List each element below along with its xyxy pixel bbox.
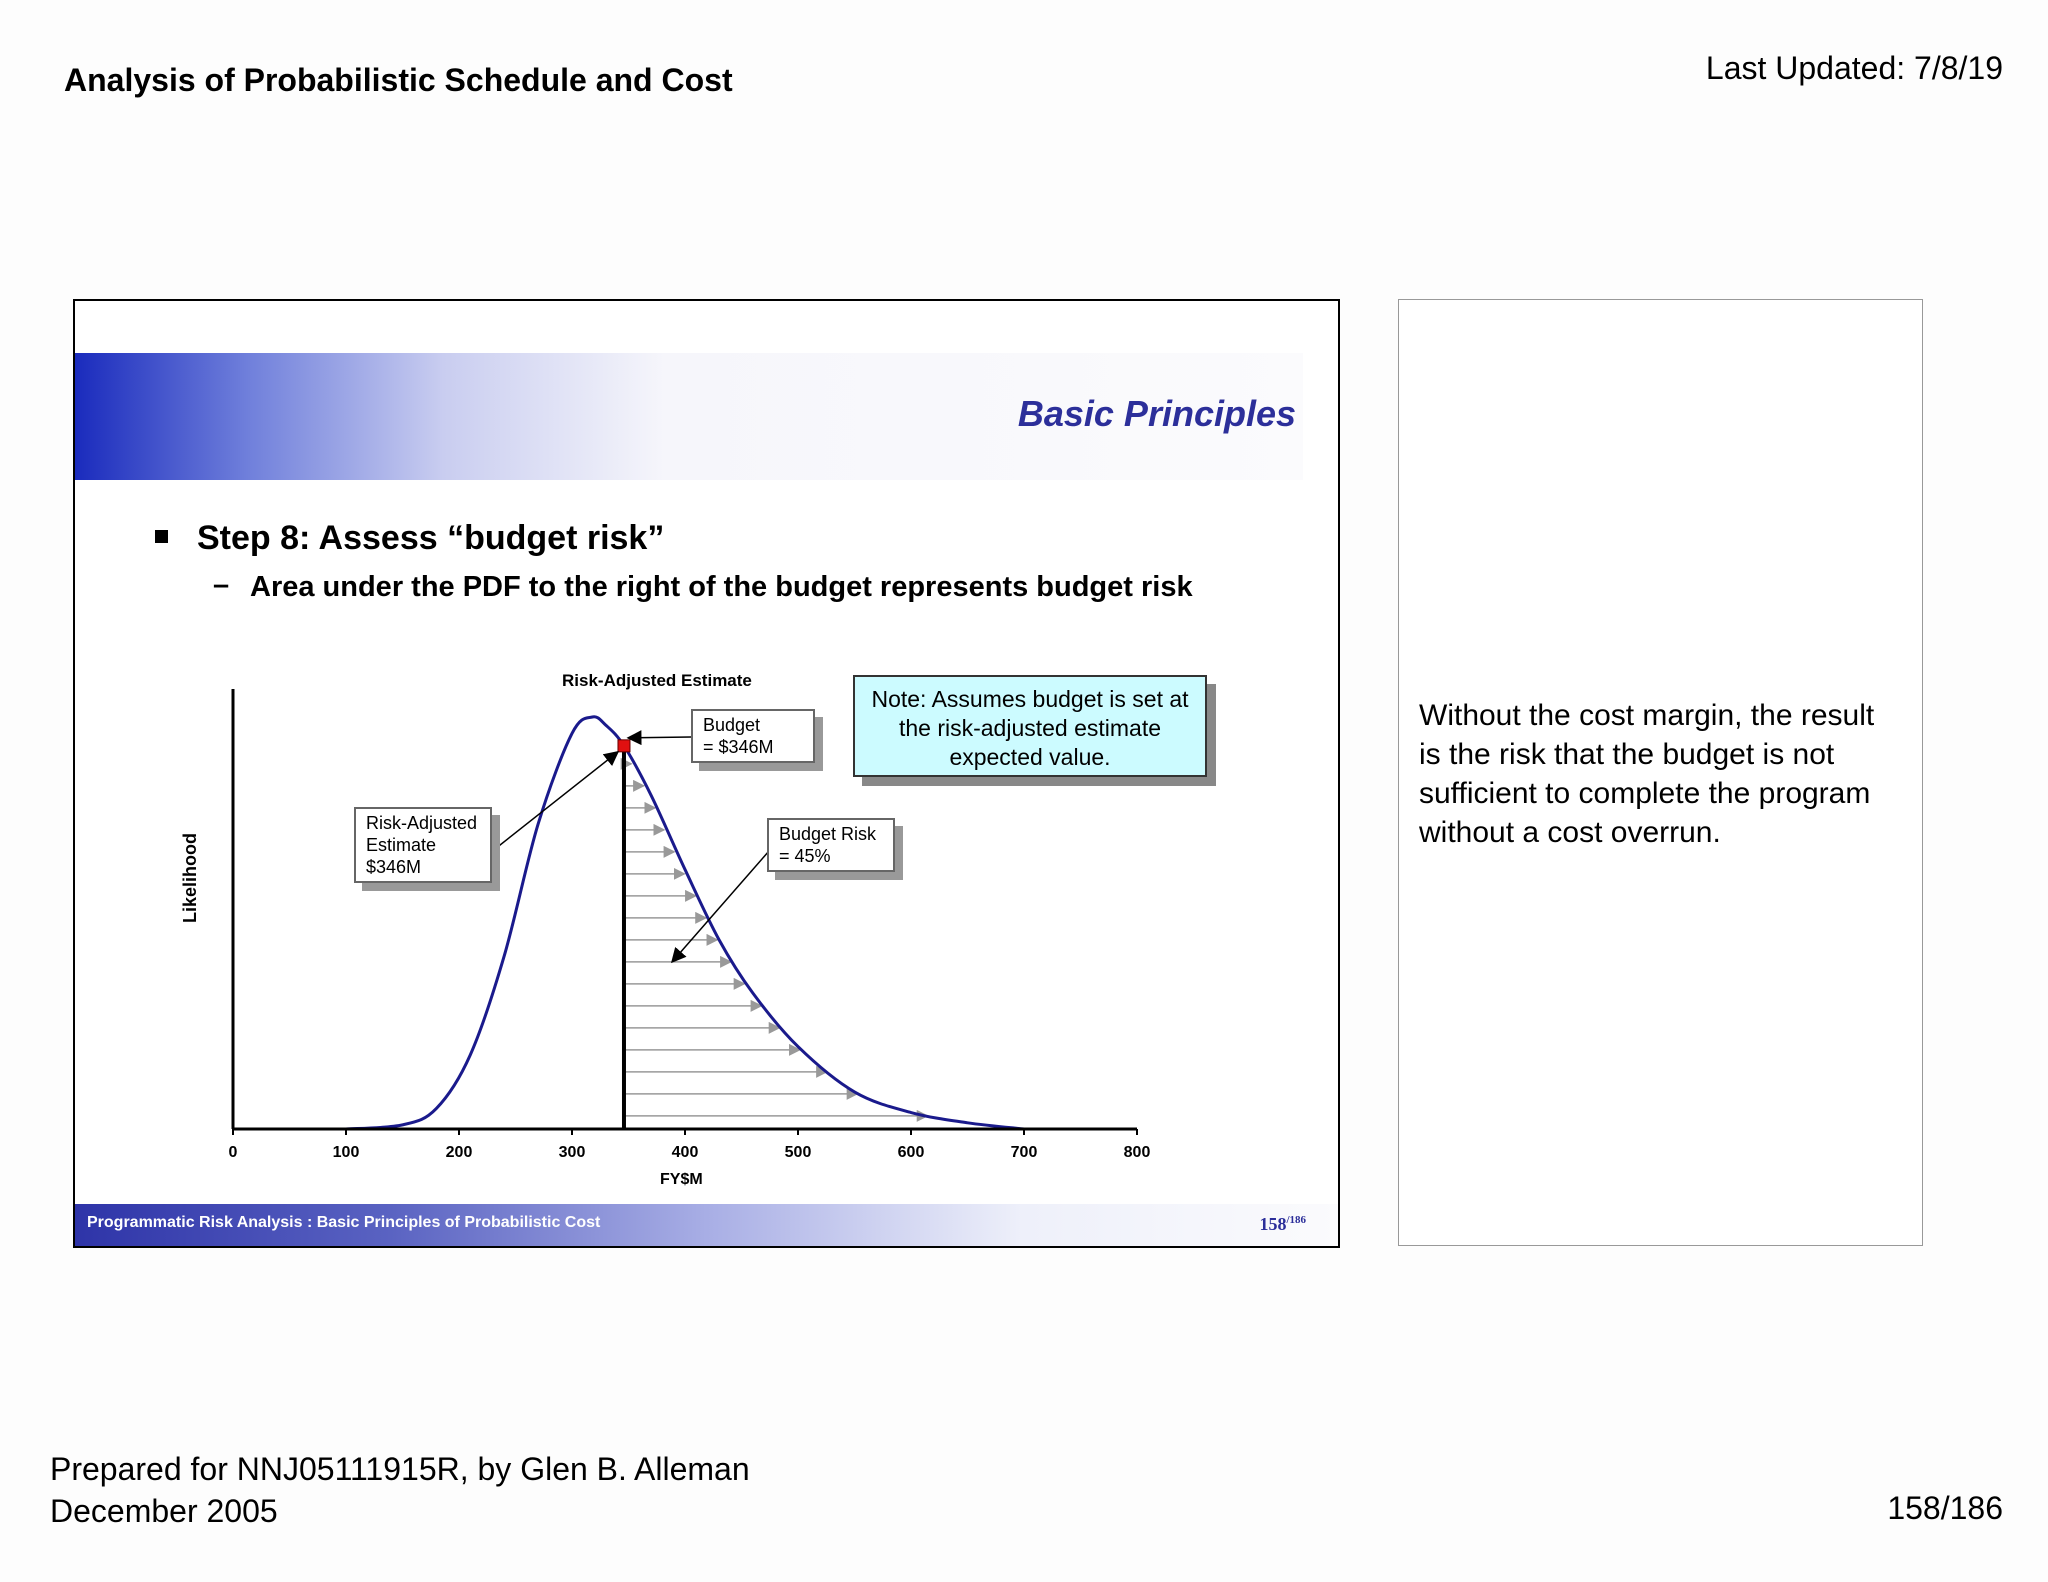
slide-heading: Basic Principles — [1017, 393, 1296, 434]
x-tick-label: 200 — [446, 1144, 473, 1161]
estimate-callout-line1: Risk-Adjusted — [366, 813, 478, 833]
budget-leader — [626, 730, 692, 746]
estimate-callout: Risk-Adjusted Estimate $346M — [354, 807, 492, 883]
risk-callout-line1: Budget Risk — [779, 824, 877, 844]
x-tick-label: 600 — [898, 1144, 925, 1161]
x-tick-label: 800 — [1124, 1144, 1151, 1161]
risk-callout: Budget Risk = 45% — [767, 818, 895, 872]
document-title: Analysis of Probabilistic Schedule and C… — [64, 62, 733, 98]
risk-leader — [671, 850, 770, 964]
page-number: 158/186 — [1887, 1490, 2003, 1526]
x-tick-label: 500 — [785, 1144, 812, 1161]
risk-callout-line2: = 45% — [779, 846, 831, 866]
speaker-notes-text: Without the cost margin, the result is t… — [1419, 699, 1875, 849]
budget-callout-line2: = $346M — [703, 737, 774, 757]
x-tick-label: 100 — [333, 1144, 360, 1161]
slide-subpoint: Area under the PDF to the right of the b… — [250, 571, 1193, 603]
slide-footer-band: Programmatic Risk Analysis : Basic Princ… — [75, 1204, 1338, 1246]
slide-page-number: 158/186 — [1259, 1214, 1306, 1235]
speaker-notes-box: Without the cost margin, the result is t… — [1398, 299, 1923, 1246]
slide-step: Step 8: Assess “budget risk” — [197, 519, 665, 557]
estimate-callout-line3: $346M — [366, 857, 422, 877]
slide-image: Basic Principles Step 8: Assess “budget … — [73, 299, 1340, 1248]
x-tick-label: 300 — [559, 1144, 586, 1161]
slide-header-band — [75, 353, 1303, 480]
budget-marker — [617, 739, 631, 753]
budget-callout: Budget = $346M — [691, 709, 815, 763]
estimate-leader — [494, 750, 620, 850]
prepared-line-1: Prepared for NNJ05111915R, by Glen B. Al… — [50, 1451, 750, 1487]
x-tick-label: 700 — [1011, 1144, 1038, 1161]
prepared-line-2: December 2005 — [50, 1493, 278, 1529]
note-box: Note: Assumes budget is set at the risk-… — [853, 675, 1207, 777]
budget-callout-line1: Budget — [703, 715, 761, 735]
pdf-chart: 0 100 200 300 400 500 600 700 800 — [229, 689, 1151, 1161]
bullet-icon — [155, 530, 168, 543]
chart-title: Risk-Adjusted Estimate — [562, 671, 752, 690]
slide-page-current: 158 — [1259, 1214, 1287, 1234]
slide-footer-text: Programmatic Risk Analysis : Basic Princ… — [87, 1214, 601, 1231]
dash-bullet: – — [213, 569, 230, 601]
x-tick-label: 0 — [229, 1144, 238, 1161]
last-updated: Last Updated: 7/8/19 — [1705, 50, 2003, 86]
slide-page-total: /186 — [1286, 1214, 1306, 1226]
estimate-callout-line2: Estimate — [366, 835, 437, 855]
pdf-curve — [345, 715, 1025, 1131]
prepared-for: Prepared for NNJ05111915R, by Glen B. Al… — [50, 1448, 750, 1532]
x-tick-label: 400 — [672, 1144, 699, 1161]
x-axis-label: FY$M — [660, 1171, 703, 1188]
